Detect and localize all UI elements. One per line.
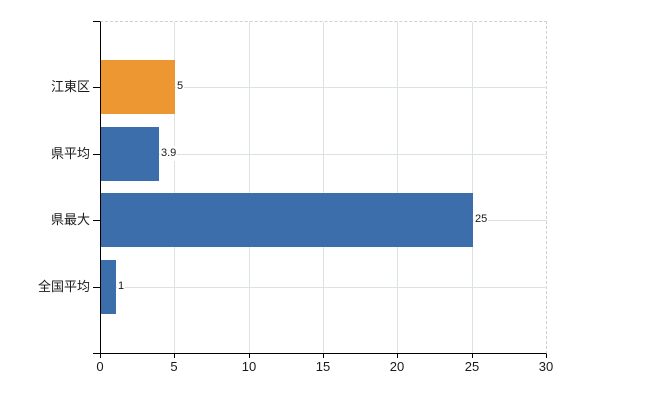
vertical-gridline: [249, 22, 250, 353]
y-axis-tick: [93, 154, 100, 155]
y-axis-tick: [93, 87, 100, 88]
y-axis-end-tick: [93, 353, 100, 354]
x-axis-tick: [397, 354, 398, 358]
x-axis-tick-label: 0: [96, 359, 104, 374]
bar-value-label: 25: [474, 212, 489, 227]
x-axis-tick-label: 20: [389, 359, 405, 374]
x-axis-tick: [546, 354, 547, 358]
category-label: 全国平均: [37, 279, 90, 294]
horizontal-gridline: [101, 87, 547, 88]
plot-area: [100, 21, 547, 354]
horizontal-gridline: [101, 287, 547, 288]
x-axis-tick-label: 5: [170, 359, 178, 374]
category-label: 江東区: [50, 79, 90, 94]
x-axis-tick-label: 30: [538, 359, 554, 374]
bar-value-label: 5: [176, 79, 185, 94]
vertical-gridline: [472, 22, 473, 353]
x-axis-tick: [249, 354, 250, 358]
y-axis-end-tick: [93, 21, 100, 22]
vertical-gridline: [174, 22, 175, 353]
x-axis-tick: [100, 354, 101, 358]
category-label: 県最大: [50, 212, 90, 227]
horizontal-gridline: [101, 154, 547, 155]
bar-全国平均: [101, 260, 116, 314]
x-axis-tick-label: 25: [464, 359, 480, 374]
y-axis-tick: [93, 287, 100, 288]
x-axis-tick: [174, 354, 175, 358]
x-axis-tick-label: 10: [241, 359, 257, 374]
x-axis-tick: [472, 354, 473, 358]
y-axis-tick: [93, 220, 100, 221]
bar-江東区: [101, 60, 175, 114]
bar-value-label: 1: [117, 279, 126, 294]
vertical-gridline: [397, 22, 398, 353]
x-axis-tick-label: 15: [315, 359, 331, 374]
category-label: 県平均: [50, 146, 90, 161]
bar-value-label: 3.9: [160, 146, 178, 161]
x-axis-tick: [323, 354, 324, 358]
vertical-gridline: [323, 22, 324, 353]
bar-県平均: [101, 127, 159, 181]
bar-県最大: [101, 193, 473, 247]
